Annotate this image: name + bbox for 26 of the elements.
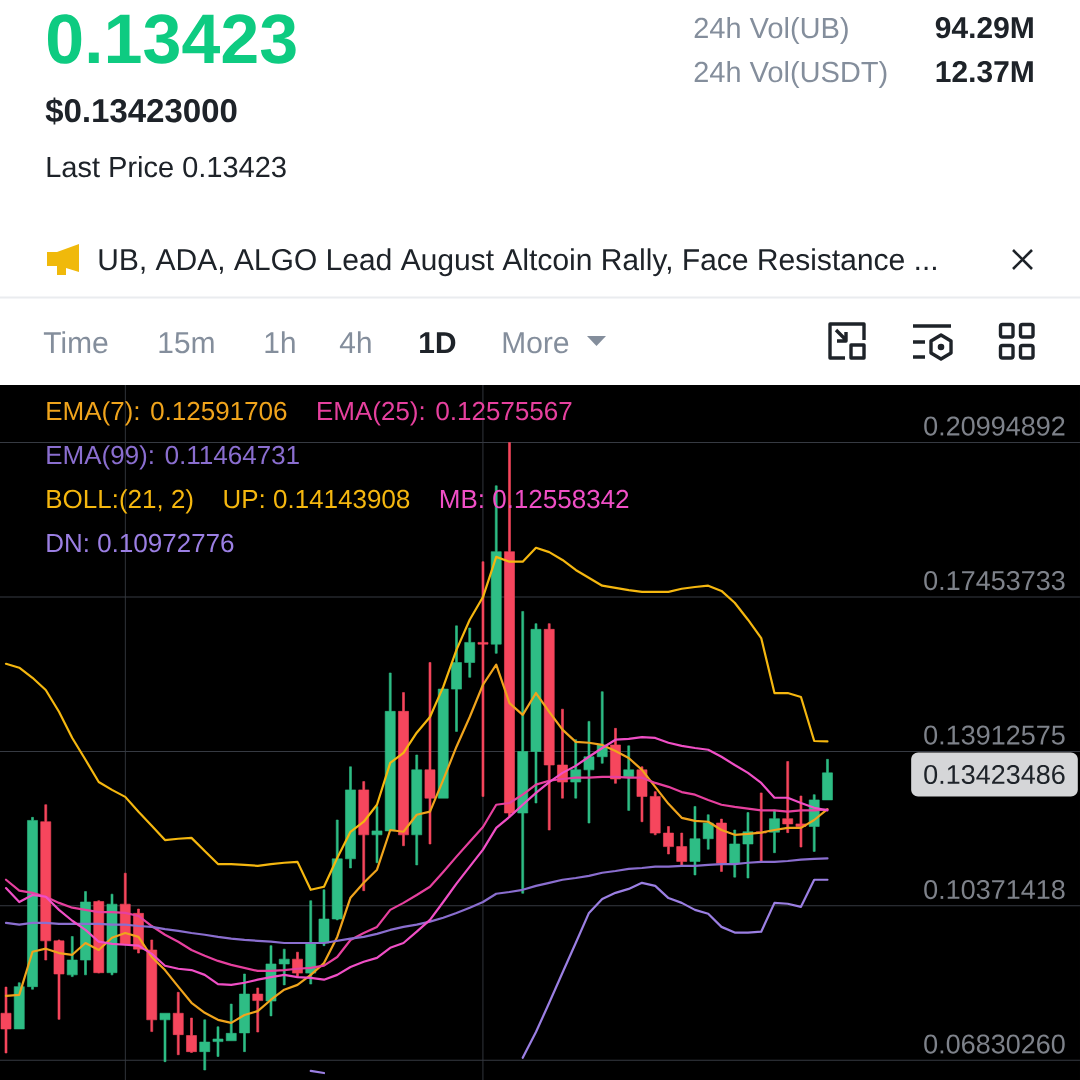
text: 12.37M [936,61,1033,83]
text: Last Price 0.13423 [47,155,286,178]
text: 15m [159,332,214,354]
text: EMA(25): 0.12575567 [318,401,572,426]
text: 94.29M [935,17,1033,39]
annotation: BOLL:(21, 2) [47,489,193,514]
y-tick-label: 0.17453733 [924,571,1065,591]
text: 4h [339,331,371,354]
text: DN: 0.10972776 [47,533,234,553]
chart-subtitle: $0.13423000 [45,97,237,125]
y-tick-label: 0.10371418 [924,880,1065,900]
text: 24h Vol(USDT) [694,60,887,89]
text: 1h [265,331,295,354]
chart-title: 0.13423 [47,14,296,64]
text: UB, ADA, ALGO Lead August Altcoin Rally, Face Resistance ... [99,248,936,277]
y-tick-label: 0.20994892 [924,416,1065,436]
text: UP: 0.14143908 [224,489,410,509]
y-tick-label: 0.06830260 [924,1034,1065,1054]
text: EMA(7): 0.12591706 [47,401,287,426]
text: More [503,332,569,354]
text: 1D [420,332,456,354]
text: Time [43,331,108,354]
text: 24h Vol(UB) [694,16,848,45]
y-tick-label: 0.13912575 [924,725,1065,745]
text: EMA(99): 0.11464731 [47,445,299,470]
text: 0.13423486 [924,764,1065,785]
